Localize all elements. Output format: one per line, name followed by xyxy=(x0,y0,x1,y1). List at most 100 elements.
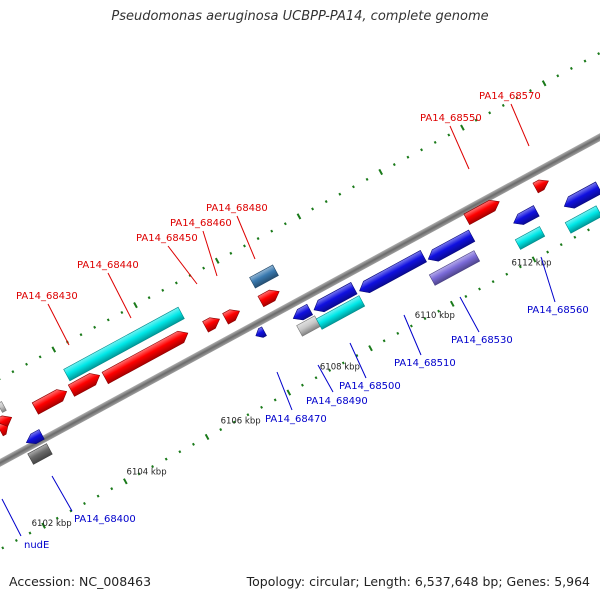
tick-mark xyxy=(587,228,590,232)
cds-feature-pa14-68530[interactable] xyxy=(428,250,481,286)
gene-arrow-pa14-68470f[interactable] xyxy=(222,306,243,325)
feature-left-edge[interactable] xyxy=(0,401,7,413)
gene-arrow-pa14-68570[interactable] xyxy=(532,176,551,194)
gene-arrow-left-edge[interactable] xyxy=(0,421,11,437)
gene-arrow-pa14-68460[interactable] xyxy=(202,314,223,333)
gene-label-pa14-68470[interactable]: PA14_68470 xyxy=(265,414,327,425)
gene-label-pa14-68450[interactable]: PA14_68450 xyxy=(136,233,198,244)
tick-mark xyxy=(406,155,410,159)
gene-label-pa14-68480[interactable]: PA14_68480 xyxy=(206,203,268,214)
gene-label-layer: 6102 kbp 6104 kbp 6106 kbp 6108 kbp 6110 kbp… xyxy=(1,91,589,551)
gene-arrow-pa14-68510[interactable] xyxy=(356,250,427,296)
tick-mark xyxy=(420,148,424,152)
gene-label-pa14-68400-leader xyxy=(51,475,73,512)
tick-mark xyxy=(433,140,437,144)
gene-label-pa14-68510[interactable]: PA14_68510 xyxy=(394,358,456,369)
tick-mark xyxy=(161,288,165,292)
tick-mark xyxy=(355,354,359,358)
tick-mark xyxy=(110,487,114,491)
cds-feature-pa14-68440[interactable] xyxy=(63,306,185,382)
gene-arrow-pa14-68480[interactable] xyxy=(257,286,282,308)
scale-label: 6104 kbp xyxy=(127,467,167,477)
tick-mark xyxy=(120,310,124,315)
gene-arrow-pa14-68550[interactable] xyxy=(463,196,502,226)
gene-label-pa14-68550-leader xyxy=(449,125,470,170)
tick-mark xyxy=(214,257,220,264)
tick-mark xyxy=(437,309,441,313)
tick-mark xyxy=(328,368,332,372)
tick-mark xyxy=(338,192,342,196)
gene-label-pa14-68510-leader xyxy=(403,314,422,356)
tick-mark xyxy=(151,464,155,469)
tick-mark xyxy=(341,361,345,365)
tick-mark xyxy=(25,362,28,366)
gene-label-pa14-68490[interactable]: PA14_68490 xyxy=(306,396,368,407)
scale-label: 6110 kbp xyxy=(415,311,455,321)
tick-mark xyxy=(147,296,151,300)
gene-label-pa14-68500[interactable]: PA14_68500 xyxy=(339,381,401,392)
gene-arrow-pa14-68560[interactable] xyxy=(511,205,540,229)
feature-pa14-68400-gray[interactable] xyxy=(27,443,53,465)
gene-arrow-pa14-68490[interactable] xyxy=(290,303,314,323)
tick-mark xyxy=(14,538,18,543)
tick-mark xyxy=(41,522,46,529)
tick-mark xyxy=(392,163,396,167)
gene-arrow-pa14-68450[interactable] xyxy=(101,327,191,385)
tick-mark xyxy=(202,266,206,270)
gene-label-pa14-68430-leader xyxy=(47,303,70,346)
tick-mark xyxy=(311,207,315,211)
tick-mark xyxy=(556,74,560,78)
gene-label-pa14-68560-leader xyxy=(540,256,556,303)
cds-feature-pa14-68500[interactable] xyxy=(315,295,366,330)
gene-label-pa14-68450-leader xyxy=(167,245,198,285)
tick-mark xyxy=(314,376,318,380)
tick-mark xyxy=(11,370,15,374)
gene-label-pa14-68460-leader xyxy=(202,230,218,277)
tick-mark xyxy=(51,346,57,353)
cds-feature-pa14-68560[interactable] xyxy=(514,226,546,250)
lower-tick-track xyxy=(1,228,590,550)
tick-mark xyxy=(382,339,386,343)
gene-arrow-pa14-68440[interactable] xyxy=(67,370,102,397)
gene-label-pa14-68560[interactable]: PA14_68560 xyxy=(527,305,589,316)
tick-mark xyxy=(409,324,413,328)
gene-label-pa14-68570[interactable]: PA14_68570 xyxy=(479,91,541,102)
gene-label-pa14-68440-leader xyxy=(107,272,132,319)
tick-mark xyxy=(573,235,577,239)
tick-mark xyxy=(1,546,5,550)
gene-arrow-pa14-68400[interactable] xyxy=(24,429,45,448)
tick-mark xyxy=(531,256,537,263)
tick-mark xyxy=(137,472,141,476)
tick-mark xyxy=(260,405,264,409)
tick-mark xyxy=(192,442,195,446)
gene-arrow-pa14-68530[interactable] xyxy=(425,229,476,265)
scale-label: 6112 kbp xyxy=(511,258,551,268)
tick-mark xyxy=(270,229,274,233)
gene-label-nude[interactable]: nudE xyxy=(24,540,49,551)
gene-arrow-pa14-68580[interactable] xyxy=(561,181,600,212)
tick-mark xyxy=(133,301,138,309)
tick-mark xyxy=(396,331,400,335)
tick-mark xyxy=(0,377,1,381)
cds-feature-pa14-68580[interactable] xyxy=(564,205,600,234)
tick-mark xyxy=(460,124,465,131)
gene-label-pa14-68460[interactable]: PA14_68460 xyxy=(170,218,232,229)
misc-feature-pa14-68480[interactable] xyxy=(249,264,279,289)
tick-mark xyxy=(423,317,427,321)
tick-mark xyxy=(378,168,384,176)
gene-arrow-pa14-68500[interactable] xyxy=(311,282,358,315)
scale-label: 6108 kbp xyxy=(320,362,360,372)
gene-label-pa14-68430[interactable]: PA14_68430 xyxy=(16,291,78,302)
gene-label-pa14-68550[interactable]: PA14_68550 xyxy=(420,113,482,124)
gene-label-pa14-68440[interactable]: PA14_68440 xyxy=(77,260,139,271)
gene-arrow-pa14-68430[interactable] xyxy=(31,386,70,415)
genome-backbone xyxy=(0,48,600,552)
gene-arrow-pa14-68470[interactable] xyxy=(253,326,267,340)
gene-label-pa14-68400[interactable]: PA14_68400 xyxy=(74,514,136,525)
tick-mark xyxy=(219,428,223,432)
tick-mark xyxy=(351,185,355,189)
gene-label-pa14-68530[interactable]: PA14_68530 xyxy=(451,335,513,346)
gene-label-pa14-68570-leader xyxy=(510,103,530,147)
tick-mark xyxy=(38,355,42,359)
